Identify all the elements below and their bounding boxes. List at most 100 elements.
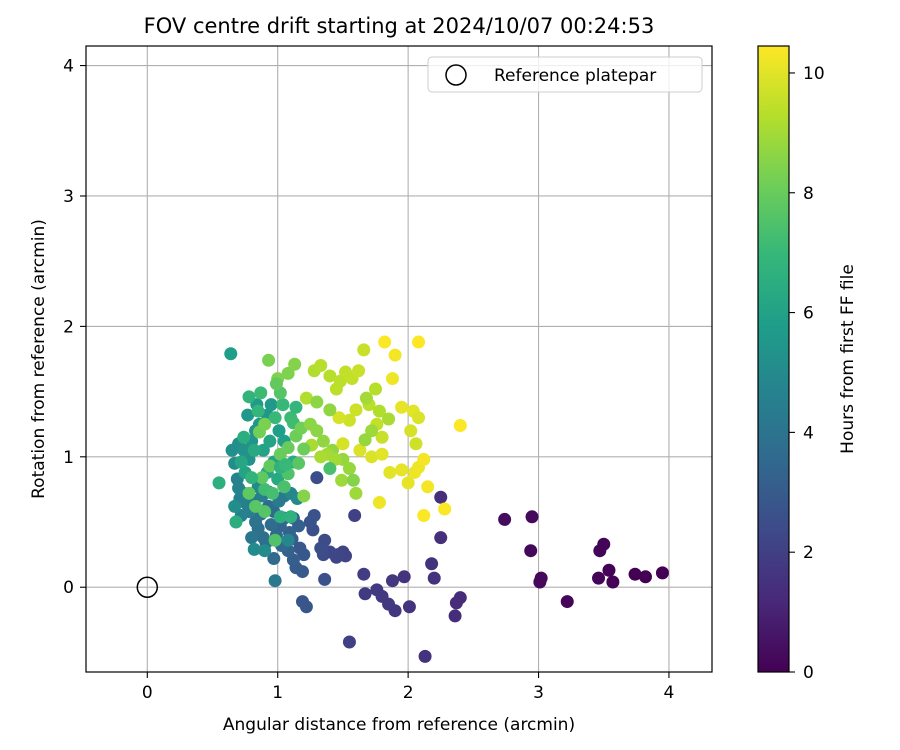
plot-frame (85, 45, 713, 673)
colorbar-tick-label: 4 (803, 423, 814, 443)
colorbar-ticks: 0 2 4 6 8 10 (789, 64, 825, 683)
data-point (434, 490, 448, 504)
data-point (349, 486, 363, 500)
data-point (310, 424, 324, 438)
data-point (404, 424, 418, 438)
x-tick-label: 4 (664, 683, 675, 703)
data-point (268, 574, 282, 588)
grid-lines (86, 46, 712, 672)
data-point (383, 465, 397, 479)
data-point (448, 609, 462, 623)
data-point (352, 364, 366, 378)
data-point (395, 400, 409, 414)
y-axis-label: Rotation from reference (arcmin) (29, 219, 49, 499)
data-point (401, 476, 415, 490)
data-point (365, 450, 379, 464)
data-point (272, 424, 286, 438)
data-point (421, 480, 435, 494)
data-point (346, 473, 360, 487)
data-point (412, 411, 426, 425)
data-point (293, 541, 307, 555)
data-point (602, 563, 616, 577)
data-point (357, 343, 371, 357)
legend-entry-reference-platepar: Reference platepar (494, 66, 656, 86)
data-point (498, 512, 512, 526)
data-point (263, 459, 277, 473)
scatter-series (212, 335, 669, 663)
data-point (295, 595, 309, 609)
data-point (249, 515, 263, 529)
data-point (281, 441, 295, 455)
data-point (397, 570, 411, 584)
data-point (358, 587, 372, 601)
data-point (258, 544, 272, 558)
data-point (348, 509, 362, 522)
data-point (372, 404, 386, 418)
data-point (323, 462, 337, 476)
data-point (242, 486, 256, 500)
data-point (417, 509, 431, 522)
data-point (342, 462, 356, 476)
data-point (323, 403, 337, 417)
data-point (427, 571, 441, 585)
data-point (249, 499, 263, 513)
data-point (358, 433, 372, 447)
data-point (314, 541, 328, 555)
colorbar-tick-label: 10 (803, 64, 825, 84)
data-point (314, 359, 328, 373)
colorbar-gradient (757, 45, 790, 673)
colorbar-tick-label: 8 (803, 184, 814, 204)
y-tick-label: 1 (63, 448, 74, 468)
data-point (241, 408, 255, 422)
data-point (628, 567, 642, 581)
data-point (265, 486, 279, 500)
data-point (353, 443, 367, 457)
data-point (263, 434, 277, 448)
data-point (297, 489, 311, 503)
data-point (372, 495, 386, 509)
data-point (242, 390, 256, 404)
data-point (245, 471, 259, 485)
data-point (418, 649, 432, 663)
data-point (525, 510, 539, 524)
data-point (310, 395, 324, 409)
data-point (524, 544, 538, 558)
data-point (449, 596, 463, 610)
data-point (267, 552, 281, 566)
legend-box (427, 56, 703, 93)
data-point (412, 335, 426, 349)
data-point (276, 398, 290, 412)
data-point (349, 403, 363, 417)
x-tick-label: 0 (142, 683, 153, 703)
data-point (289, 400, 303, 414)
data-point (357, 567, 371, 581)
data-point (533, 575, 547, 589)
data-point (237, 430, 251, 444)
data-point (255, 471, 269, 485)
data-point (256, 443, 270, 457)
data-point (560, 595, 574, 609)
data-point (269, 377, 283, 391)
data-point (314, 450, 328, 464)
colorbar-tick-label: 0 (803, 663, 814, 683)
data-point (281, 533, 295, 547)
data-point (438, 502, 452, 516)
data-point (229, 515, 243, 529)
data-point (335, 473, 349, 487)
data-point (277, 480, 291, 494)
data-point (279, 458, 293, 472)
y-tick-label: 4 (63, 57, 74, 77)
data-point (606, 575, 620, 589)
data-point (359, 391, 373, 405)
x-axis-label: Angular distance from reference (arcmin) (223, 715, 575, 735)
data-point (251, 404, 265, 418)
data-point (425, 557, 439, 571)
x-tick-label: 1 (272, 683, 283, 703)
data-point (332, 411, 346, 425)
data-point (247, 542, 261, 556)
data-point (299, 391, 313, 405)
data-point (453, 419, 467, 433)
data-point (247, 443, 261, 457)
data-point (378, 335, 392, 349)
